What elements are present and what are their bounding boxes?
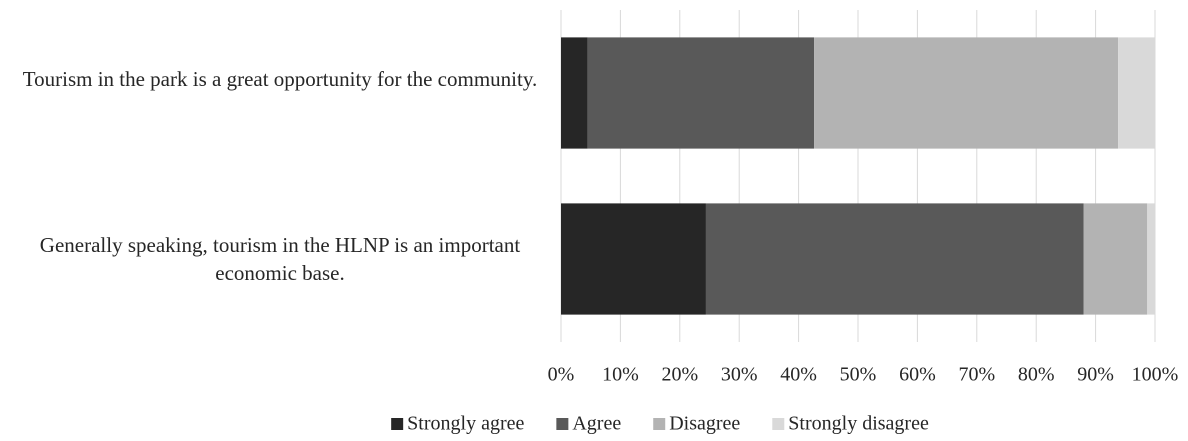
legend-swatch: [391, 418, 404, 430]
x-tick-label: 80%: [1018, 364, 1055, 386]
legend-label: Agree: [572, 413, 621, 435]
category-label: Tourism in the park is a great opportuni…: [22, 67, 538, 91]
x-tick-label: 70%: [958, 364, 995, 386]
legend-label: Strongly disagree: [788, 413, 929, 435]
legend-swatch: [772, 418, 785, 430]
legend-label: Strongly agree: [407, 413, 524, 435]
x-tick-label: 90%: [1077, 364, 1114, 386]
bar-segment: [561, 37, 588, 149]
bar-segment: [705, 203, 1084, 315]
bar-segment: [1118, 37, 1155, 149]
bar-segment: [1083, 203, 1148, 315]
legend-label: Disagree: [669, 413, 740, 435]
x-tick-label: 30%: [721, 364, 758, 386]
bar-segment: [561, 203, 706, 315]
x-tick-label: 0%: [548, 364, 575, 386]
legend-swatch: [653, 418, 666, 430]
x-tick-label: 100%: [1132, 364, 1179, 386]
bar-segment: [587, 37, 815, 149]
bar-segment: [814, 37, 1119, 149]
x-tick-label: 50%: [840, 364, 877, 386]
legend-swatch: [556, 418, 569, 430]
x-tick-label: 10%: [602, 364, 639, 386]
x-tick-label: 20%: [661, 364, 698, 386]
x-tick-label: 60%: [899, 364, 936, 386]
x-tick-label: 40%: [780, 364, 817, 386]
category-label: Generally speaking, tourism in the HLNP …: [39, 233, 521, 285]
bar-segment: [1147, 203, 1155, 315]
